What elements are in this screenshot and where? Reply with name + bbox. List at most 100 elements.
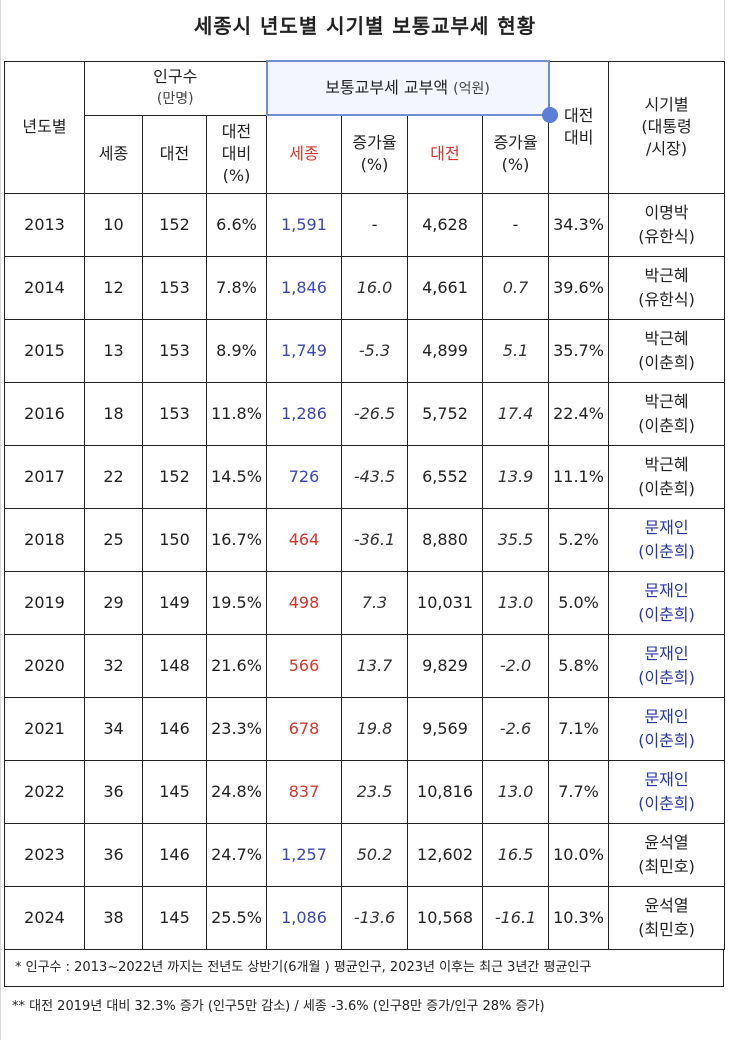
sejong-rate-cell: -36.1 [341, 507, 409, 572]
pop-daejeon-cell: 145 [142, 885, 207, 950]
year-cell: 2022 [4, 759, 85, 824]
year-cell: 2014 [4, 255, 85, 320]
sejong-rate-cell: -43.5 [341, 444, 409, 509]
grant-sejong-cell: 1,591 [266, 192, 343, 257]
table-row: 2017 22 152 14.5% 726 -43.5 6,552 13.9 11.1% 박근혜 (… [4, 444, 726, 509]
year-cell: 2020 [4, 633, 85, 698]
mayor-name: (이춘희) [638, 604, 695, 624]
pop-daejeon-cell: 153 [142, 381, 207, 446]
header-population: 인구수 (만명) [83, 60, 268, 116]
pop-ratio-cell: 8.9% [205, 318, 268, 383]
pop-sejong-cell: 34 [84, 696, 143, 761]
president-name: 박근혜 [644, 328, 689, 348]
era-cell: 문재인 (이춘희) [608, 696, 726, 761]
header-sejong-rate: 증가율 (%) [341, 114, 409, 194]
president-name: 문재인 [644, 769, 689, 789]
president-name: 문재인 [644, 643, 689, 663]
pop-daejeon-cell: 149 [142, 570, 207, 635]
pop-daejeon-cell: 152 [142, 192, 207, 257]
era-cell: 문재인 (이춘희) [608, 759, 726, 824]
sejong-rate-cell: 23.5 [341, 759, 409, 824]
grant-sejong-cell: 726 [266, 444, 343, 509]
pop-sejong-cell: 10 [84, 192, 143, 257]
grant-daejeon-cell: 10,568 [407, 885, 484, 950]
year-cell: 2017 [4, 444, 85, 509]
pop-ratio-cell: 24.7% [205, 822, 268, 887]
sejong-rate-cell: -13.6 [341, 885, 409, 950]
grant-daejeon-cell: 10,816 [407, 759, 484, 824]
sejong-rate-cell: 50.2 [341, 822, 409, 887]
year-cell: 2021 [4, 696, 85, 761]
footnote-comparison: ** 대전 2019년 대비 32.3% 증가 (인구5만 감소) / 세종 -… [12, 999, 545, 1014]
ratio-cell: 11.1% [548, 444, 610, 509]
pop-ratio-cell: 6.6% [205, 192, 268, 257]
pop-daejeon-cell: 146 [142, 696, 207, 761]
grant-daejeon-cell: 10,031 [407, 570, 484, 635]
year-cell: 2019 [4, 570, 85, 635]
grant-table: 년도별 인구수 (만명) 보통교부세 교부액 (억원) 대전 대비 시기별 (대… [4, 60, 726, 950]
grant-daejeon-cell: 9,569 [407, 696, 484, 761]
table-row: 2019 29 149 19.5% 498 7.3 10,031 13.0 5.0% 문재인 (이춘… [4, 570, 726, 635]
sejong-rate-cell: -26.5 [341, 381, 409, 446]
grant-daejeon-cell: 4,661 [407, 255, 484, 320]
grant-daejeon-cell: 4,899 [407, 318, 484, 383]
era-cell: 박근혜 (유한식) [608, 255, 726, 320]
header-pop-daejeon: 대전 [142, 114, 207, 194]
pop-sejong-cell: 36 [84, 759, 143, 824]
pop-sejong-cell: 32 [84, 633, 143, 698]
sejong-rate-cell: -5.3 [341, 318, 409, 383]
era-cell: 이명박 (유한식) [608, 192, 726, 257]
daejeon-rate-cell: 16.5 [482, 822, 550, 887]
sejong-rate-cell: 7.3 [341, 570, 409, 635]
president-name: 이명박 [644, 202, 689, 222]
ratio-cell: 34.3% [548, 192, 610, 257]
ratio-cell: 5.2% [548, 507, 610, 572]
pop-ratio-cell: 24.8% [205, 759, 268, 824]
header-year: 년도별 [4, 60, 85, 194]
daejeon-rate-cell: -16.1 [482, 885, 550, 950]
table-row: 2022 36 145 24.8% 837 23.5 10,816 13.0 7.7% 문재인 (이… [4, 759, 726, 824]
pop-daejeon-cell: 145 [142, 759, 207, 824]
pop-sejong-cell: 36 [84, 822, 143, 887]
era-cell: 문재인 (이춘희) [608, 633, 726, 698]
grant-sejong-cell: 1,846 [266, 255, 343, 320]
ratio-cell: 39.6% [548, 255, 610, 320]
grant-daejeon-cell: 4,628 [407, 192, 484, 257]
pop-ratio-cell: 25.5% [205, 885, 268, 950]
selection-handle-icon[interactable] [542, 107, 558, 123]
header-grant[interactable]: 보통교부세 교부액 (억원) [265, 60, 550, 116]
pop-ratio-cell: 23.3% [205, 696, 268, 761]
president-name: 박근혜 [644, 454, 689, 474]
page-title: 세종시 년도별 시기별 보통교부세 현황 [193, 14, 537, 38]
mayor-name: (유한식) [638, 289, 695, 309]
grant-sejong-cell: 1,286 [266, 381, 343, 446]
header-pop-sejong: 세종 [84, 114, 143, 194]
footnote-population: * 인구수 : 2013~2022년 까지는 전년도 상반기(6개월 ) 평균인… [4, 949, 724, 987]
ratio-cell: 10.0% [548, 822, 610, 887]
year-cell: 2013 [4, 192, 85, 257]
table-row: 2024 38 145 25.5% 1,086 -13.6 10,568 -16.1 10.3%… [4, 885, 726, 950]
daejeon-rate-cell: 35.5 [482, 507, 550, 572]
sejong-rate-cell: 16.0 [341, 255, 409, 320]
table-row: 2015 13 153 8.9% 1,749 -5.3 4,899 5.1 35.7% 박근혜 (이… [4, 318, 726, 383]
pop-sejong-cell: 29 [84, 570, 143, 635]
daejeon-rate-cell: - [482, 192, 550, 257]
ratio-cell: 22.4% [548, 381, 610, 446]
mayor-name: (유한식) [638, 226, 695, 246]
grid-line [0, 0, 1, 1040]
ratio-cell: 5.0% [548, 570, 610, 635]
era-cell: 박근혜 (이춘희) [608, 381, 726, 446]
era-cell: 윤석열 (최민호) [608, 885, 726, 950]
header-pop-ratio: 대전 대비 (%) [205, 114, 268, 194]
pop-daejeon-cell: 152 [142, 444, 207, 509]
pop-ratio-cell: 11.8% [205, 381, 268, 446]
pop-sejong-cell: 22 [84, 444, 143, 509]
header-daejeon-rate: 증가율 (%) [482, 114, 550, 194]
grant-sejong-cell: 464 [266, 507, 343, 572]
table-row: 2013 10 152 6.6% 1,591-4,628-34.3% 이명박 (유한식) [4, 192, 726, 257]
daejeon-rate-cell: 17.4 [482, 381, 550, 446]
grant-daejeon-cell: 9,829 [407, 633, 484, 698]
pop-sejong-cell: 38 [84, 885, 143, 950]
sejong-rate-cell: - [341, 192, 409, 257]
president-name: 문재인 [644, 517, 689, 537]
